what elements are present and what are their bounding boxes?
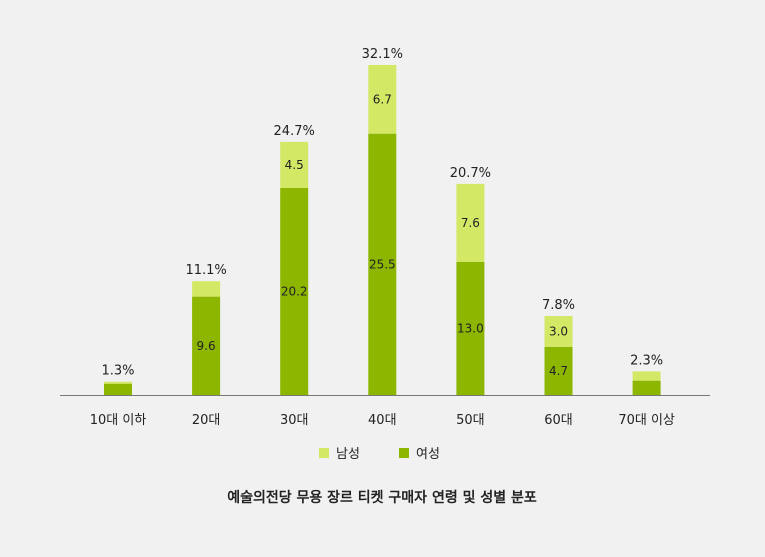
data-label-male-3: 6.7 — [373, 92, 392, 106]
labels-layer: 1.3% 10대 이하 9.6 11.1% 20대 20.2 4.5 24.7% 30대 25.5… — [90, 47, 675, 428]
bar-female-0 — [104, 383, 132, 395]
legend: 남성 여성 — [319, 447, 440, 462]
bar-female-1 — [192, 296, 221, 395]
bar-female-3 — [368, 133, 397, 395]
legend-swatch-male — [319, 448, 329, 458]
total-label-2: 24.7% — [274, 124, 315, 139]
data-label-female-2: 20.2 — [281, 284, 308, 298]
bars-layer — [104, 64, 661, 395]
x-tick-label-6: 70대 이상 — [618, 413, 675, 428]
bar-male-3 — [368, 64, 397, 134]
bar-male-2 — [280, 141, 309, 188]
legend-swatch-female — [399, 448, 409, 458]
data-label-male-5: 3.0 — [549, 324, 568, 338]
total-label-0: 1.3% — [101, 364, 134, 379]
data-label-male-4: 7.6 — [461, 216, 480, 230]
x-tick-label-5: 60대 — [544, 413, 573, 428]
bar-female-2 — [280, 187, 309, 395]
data-label-female-4: 13.0 — [457, 321, 484, 335]
data-label-female-3: 25.5 — [369, 257, 396, 271]
x-tick-label-0: 10대 이하 — [90, 413, 147, 428]
bar-male-6 — [632, 371, 661, 381]
total-label-3: 32.1% — [362, 47, 403, 62]
data-label-female-5: 4.7 — [549, 364, 568, 378]
x-tick-label-3: 40대 — [368, 413, 397, 428]
bar-male-1 — [192, 281, 221, 297]
total-label-6: 2.3% — [630, 353, 663, 368]
total-label-5: 7.8% — [542, 298, 575, 313]
bar-male-4 — [456, 183, 485, 262]
chart-caption: 예술의전당 무용 장르 티켓 구매자 연령 및 성별 분포 — [227, 489, 537, 506]
legend-label-female: 여성 — [416, 447, 440, 462]
legend-label-male: 남성 — [336, 447, 360, 462]
bar-female-5 — [544, 346, 573, 395]
x-tick-label-1: 20대 — [192, 413, 221, 428]
bar-female-6 — [632, 380, 661, 395]
bar-male-0 — [104, 381, 132, 384]
x-tick-label-2: 30대 — [280, 413, 309, 428]
data-label-male-2: 4.5 — [285, 158, 304, 172]
total-label-4: 20.7% — [450, 166, 491, 181]
bar-female-4 — [456, 261, 485, 395]
x-tick-label-4: 50대 — [456, 413, 485, 428]
bar-male-5 — [544, 316, 573, 347]
total-label-1: 11.1% — [185, 263, 226, 278]
data-label-female-1: 9.6 — [197, 339, 216, 353]
